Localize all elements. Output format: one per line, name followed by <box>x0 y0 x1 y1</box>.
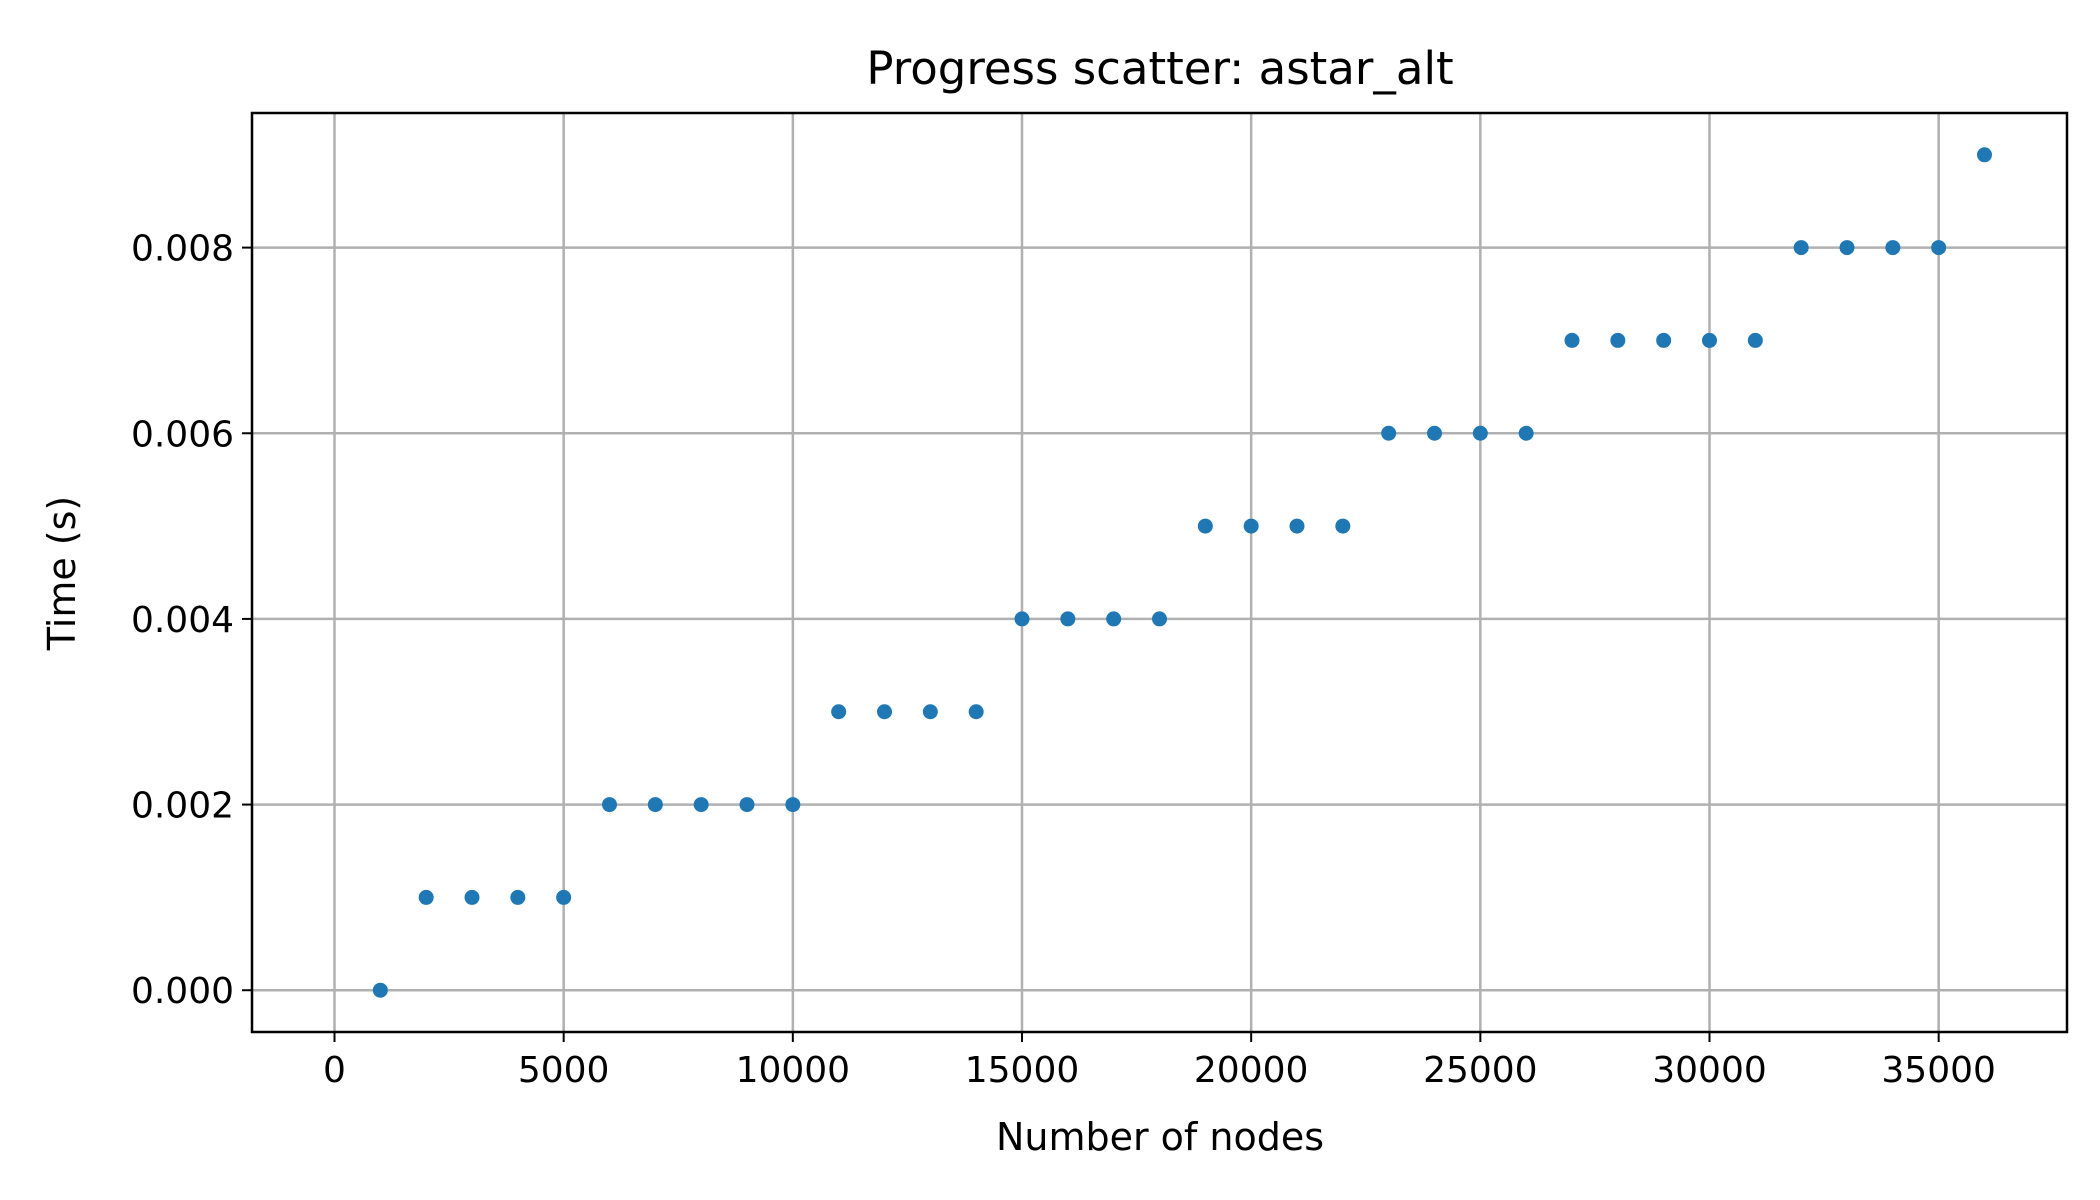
scatter-point <box>647 797 663 813</box>
scatter-point <box>968 704 984 720</box>
scatter-point <box>877 704 892 720</box>
y-tick-label: 0.008 <box>131 229 234 270</box>
ticks-layer: 0 5000 10000 15000 20000 25000 30000 35000 0.000… <box>131 229 1996 1091</box>
scatter-point <box>1427 425 1442 441</box>
scatter-point <box>1381 425 1397 441</box>
scatter-point <box>1289 518 1305 534</box>
scatter-point <box>831 704 847 720</box>
scatter-point <box>1060 611 1076 627</box>
scatter-point <box>1152 611 1167 627</box>
scatter-point <box>372 982 388 998</box>
scatter-point <box>1839 240 1855 256</box>
scatter-point <box>1518 425 1534 441</box>
scatter-point <box>693 797 709 813</box>
chart-title: Progress scatter: astar_alt <box>866 42 1453 95</box>
scatter-point <box>1197 518 1213 534</box>
scatter-point <box>1656 332 1672 348</box>
scatter-point <box>1106 611 1122 627</box>
scatter-point <box>1335 518 1351 534</box>
y-tick-label: 0.006 <box>131 414 234 455</box>
scatter-point <box>602 797 617 813</box>
scatter-point <box>556 889 572 905</box>
scatter-point <box>1977 147 1992 163</box>
scatter-point <box>510 889 526 905</box>
scatter-point <box>1472 425 1488 441</box>
scatter-point <box>922 704 938 720</box>
x-tick-label: 5000 <box>518 1050 610 1091</box>
scatter-point <box>1747 332 1763 348</box>
scatter-point <box>418 889 434 905</box>
x-tick-label: 30000 <box>1652 1050 1767 1091</box>
y-tick-label: 0.000 <box>131 971 234 1012</box>
scatter-point <box>1564 332 1580 348</box>
scatter-point <box>785 797 801 813</box>
scatter-point <box>1885 240 1901 256</box>
x-tick-label: 35000 <box>1881 1050 1996 1091</box>
x-tick-label: 20000 <box>1194 1050 1309 1091</box>
x-tick-label: 15000 <box>965 1050 1080 1091</box>
scatter-point <box>1610 332 1626 348</box>
grid-layer <box>252 113 2067 1032</box>
y-tick-label: 0.002 <box>131 786 234 827</box>
scatter-point <box>464 889 480 905</box>
x-tick-label: 10000 <box>736 1050 851 1091</box>
scatter-point <box>1702 332 1717 348</box>
scatter-point <box>1793 240 1809 256</box>
x-axis-label: Number of nodes <box>996 1115 1324 1159</box>
scatter-point <box>1014 611 1030 627</box>
y-tick-label: 0.004 <box>131 600 234 641</box>
y-axis-label: Time (s) <box>40 496 84 652</box>
x-tick-label: 25000 <box>1423 1050 1538 1091</box>
scatter-point <box>739 797 755 813</box>
points-layer <box>372 147 1992 998</box>
x-tick-label: 0 <box>323 1050 346 1091</box>
plot-frame <box>250 111 2069 1034</box>
scatter-point <box>1931 240 1947 256</box>
scatter-point <box>1243 518 1259 534</box>
